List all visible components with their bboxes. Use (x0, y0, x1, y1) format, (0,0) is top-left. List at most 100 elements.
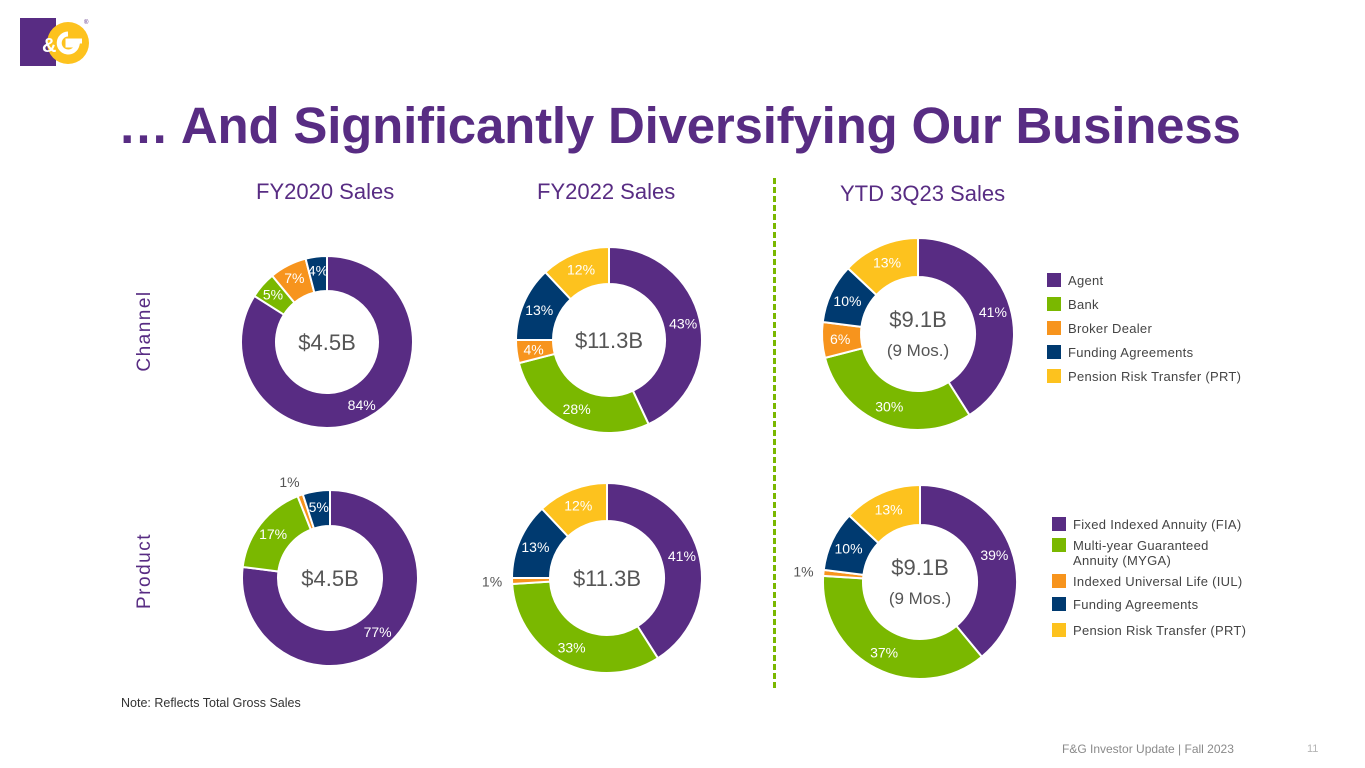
slice-label: 6% (830, 331, 850, 347)
donut-slice (543, 245, 610, 301)
donut-slice (511, 580, 660, 674)
legend-label: Multi-year Guaranteed Annuity (MYGA) (1073, 538, 1209, 568)
legend-swatch (1047, 297, 1061, 311)
slice-label: 4% (308, 263, 328, 279)
donut-chart-ytd3q23-product: 39% 37% 1% 10% 13% $9.1B (9 Mos.) (793, 483, 1018, 680)
donut-chart-fy2020-product: 77% 17% 1% 5% $4.5B (241, 474, 419, 667)
column-header-fy2020: FY2020 Sales (256, 179, 395, 204)
slice-label: 4% (523, 342, 543, 358)
donut-chart-fy2020-channel: 84% 5%7% 4% $4.5B (240, 254, 414, 429)
legend-swatch (1047, 321, 1061, 335)
legend-label: Broker Dealer (1068, 321, 1153, 336)
legend-label: Funding Agreements (1068, 345, 1194, 360)
legend-swatch (1052, 597, 1066, 611)
legend-item-iul: Indexed Universal Life (IUL) (1052, 574, 1246, 589)
donut-chart-ytd3q23-channel: 41% 30% 6% 10% 13% $9.1B (9 Mos.) (821, 236, 1015, 431)
center-subtitle: (9 Mos.) (889, 589, 951, 608)
legend-item-funding-agreements: Funding Agreements (1052, 597, 1246, 612)
center-total: $11.3B (573, 566, 641, 591)
legend-swatch (1052, 623, 1066, 637)
slice-label: 43% (669, 315, 697, 331)
donut-slice (606, 481, 703, 660)
donut-slice (823, 346, 971, 431)
slice-label: 33% (558, 639, 586, 655)
legend-swatch (1047, 273, 1061, 287)
legend-item-funding-agreements: Funding Agreements (1047, 345, 1241, 360)
slice-label: 13% (521, 539, 549, 555)
donut-slice (240, 254, 414, 429)
center-total: $9.1B (889, 307, 947, 332)
slice-label: 39% (980, 547, 1008, 563)
slice-label: 13% (873, 254, 901, 270)
column-header-ytd3q23: YTD 3Q23 Sales (840, 181, 1006, 206)
center-total: $9.1B (891, 555, 949, 580)
legend-label: Agent (1068, 273, 1104, 288)
legend-label: Funding Agreements (1073, 597, 1199, 612)
slice-label: 17% (259, 526, 287, 542)
legend-label: Bank (1068, 297, 1099, 312)
slice-label: 7% (284, 270, 304, 286)
svg-text:®: ® (84, 19, 89, 26)
legend-label: Fixed Indexed Annuity (FIA) (1073, 517, 1242, 532)
legend-swatch (1052, 517, 1066, 531)
donut-slice (847, 483, 921, 545)
page-title: … And Significantly Diversifying Our Bus… (118, 97, 1241, 154)
slice-label: 12% (564, 497, 592, 513)
slice-label: 41% (668, 548, 696, 564)
donut-slice (301, 488, 331, 530)
slice-label: 12% (567, 261, 595, 277)
svg-text:&: & (42, 35, 56, 57)
center-total: $11.3B (575, 328, 643, 353)
legend-swatch (1047, 345, 1061, 359)
legend-item-prt: Pension Risk Transfer (PRT) (1052, 623, 1246, 638)
slice-label: 5% (309, 499, 329, 515)
fg-logo: & ® (20, 18, 89, 66)
slice-label: 28% (563, 401, 591, 417)
footnote: Note: Reflects Total Gross Sales (121, 696, 301, 710)
slice-label: 10% (835, 540, 863, 556)
legend-swatch (1052, 538, 1066, 552)
slice-label: 84% (348, 397, 376, 413)
slice-label: 1% (279, 474, 299, 490)
slice-label: 41% (979, 304, 1007, 320)
center-total: $4.5B (298, 330, 356, 355)
legend-channel: Agent Bank Broker Dealer Funding Agreeme… (1047, 273, 1241, 384)
legend-item-broker-dealer: Broker Dealer (1047, 321, 1241, 336)
slice-label: 30% (875, 399, 903, 415)
column-header-fy2022: FY2022 Sales (537, 179, 676, 204)
section-divider (773, 178, 776, 688)
legend-item-bank: Bank (1047, 297, 1241, 312)
donut-slice (919, 483, 1018, 659)
donut-slice (846, 236, 919, 297)
legend-item-fia: Fixed Indexed Annuity (FIA) (1052, 517, 1246, 532)
legend-label: Pension Risk Transfer (PRT) (1068, 369, 1242, 384)
center-total: $4.5B (301, 566, 359, 591)
legend-item-agent: Agent (1047, 273, 1241, 288)
donut-slice (822, 574, 984, 680)
slice-label: 10% (833, 293, 861, 309)
legend-product: Fixed Indexed Annuity (FIA) Multi-year G… (1052, 517, 1246, 638)
donut-slice (304, 254, 328, 294)
slice-label: 5% (263, 286, 283, 302)
slice-label: 1% (793, 564, 813, 580)
slice-label: 77% (364, 624, 392, 640)
legend-swatch (1047, 369, 1061, 383)
legend-item-myga: Multi-year Guaranteed Annuity (MYGA) (1052, 538, 1233, 568)
center-subtitle: (9 Mos.) (887, 341, 949, 360)
legend-item-prt: Pension Risk Transfer (PRT) (1047, 369, 1241, 384)
donut-slice (608, 245, 703, 426)
donut-slice (517, 352, 650, 434)
donut-chart-fy2022-product: 41% 33% 1% 13% 12% $11.3B (482, 481, 703, 674)
slice-label: 37% (870, 644, 898, 660)
donut-slice (540, 481, 608, 538)
legend-label: Indexed Universal Life (IUL) (1073, 574, 1243, 589)
donut-slice (917, 236, 1015, 417)
legend-swatch (1052, 574, 1066, 588)
slice-label: 13% (525, 302, 553, 318)
slice-label: 1% (482, 573, 502, 589)
donut-chart-fy2022-channel: 43% 28% 4% 13% 12% $11.3B (514, 245, 703, 434)
page-number: 11 (1307, 743, 1319, 755)
donut-slice (241, 488, 419, 667)
footer-text: F&G Investor Update | Fall 2023 (1062, 742, 1234, 756)
